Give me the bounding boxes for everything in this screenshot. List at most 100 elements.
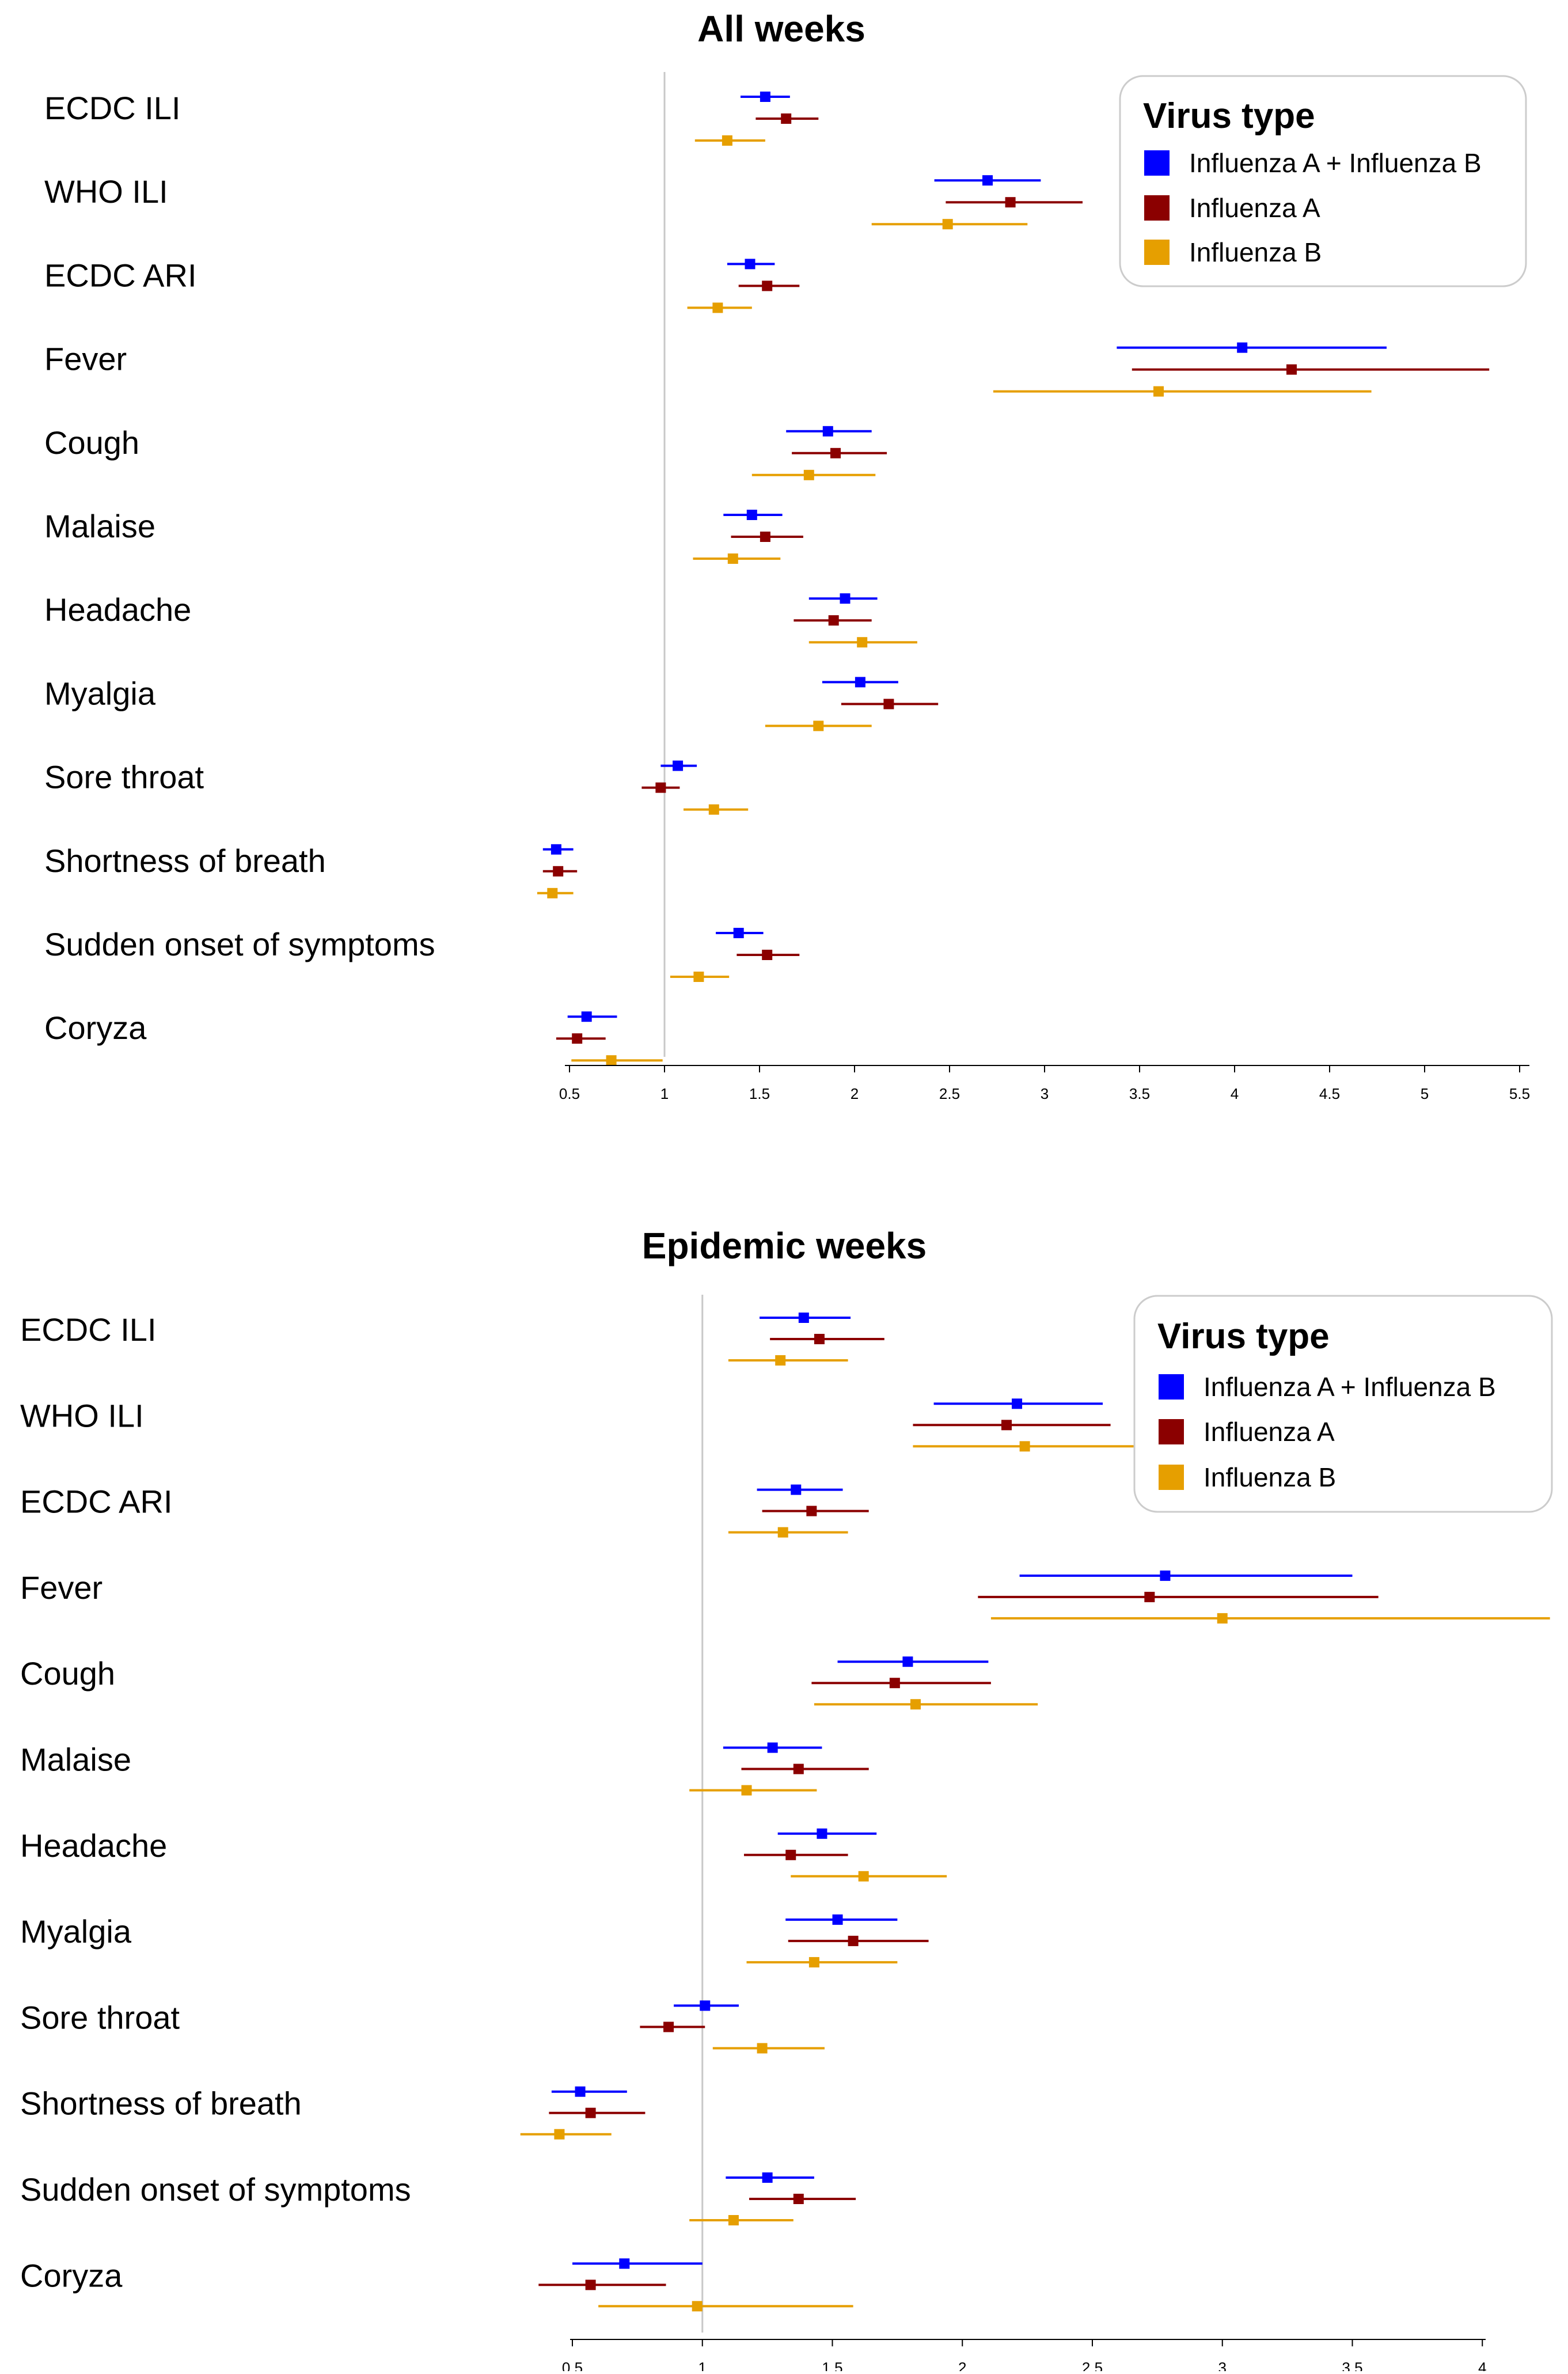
x-tick-label: 2 [851,1085,859,1102]
series-1 [542,92,1387,1022]
category-label: Myalgia [44,675,156,711]
category-label: Shortness of breath [44,843,326,879]
point-estimate [692,2301,703,2312]
point-estimate [1144,1591,1155,1602]
point-estimate [830,448,841,458]
point-estimate [855,677,865,688]
category-label: ECDC ARI [20,1484,173,1520]
legend-entry-label: Influenza B [1203,1462,1336,1492]
x-tick-label: 3.5 [1342,2359,1362,2371]
legend-box [1133,1295,1553,1513]
legend-box [1119,75,1527,287]
series-3 [520,1355,1550,2312]
point-estimate [550,844,561,855]
point-estimate [781,113,792,124]
point-estimate [806,1505,817,1516]
legend-swatch [1159,1374,1184,1400]
point-estimate [745,259,755,270]
category-label: Sore throat [44,759,204,795]
x-tick-label: 3 [1218,2359,1227,2371]
point-estimate [728,2215,739,2225]
point-estimate [1019,1441,1030,1452]
category-label: Cough [20,1655,115,1692]
legend-swatch [1144,150,1170,176]
legend-entry-label: Influenza A + Influenza B [1189,148,1482,178]
legend: Virus type Influenza A + Influenza B Influ… [1119,75,1527,287]
category-label: Sore throat [20,1999,180,2035]
point-estimate [777,1527,788,1538]
point-estimate [1005,197,1016,208]
x-tick-label: 4 [1478,2359,1486,2371]
point-estimate [581,1011,592,1022]
x-tick-label: 4.5 [1319,1085,1340,1102]
point-estimate [673,760,684,771]
category-label: WHO ILI [44,173,168,210]
legend-entry-label: Influenza A + Influenza B [1203,1372,1496,1402]
point-estimate [822,426,833,437]
point-estimate [857,637,868,648]
chart-panel-2: Epidemic weeks ECDC ILI WHO ILI ECDC ARI Fev… [20,1225,1553,2374]
point-estimate [1286,364,1297,375]
point-estimate [663,2022,674,2032]
legend-swatch [1159,1465,1184,1490]
point-estimate [760,92,770,102]
point-estimate [547,888,558,898]
category-label: Myalgia [20,1913,132,1950]
x-tick-label: 4 [1231,1085,1239,1102]
x-tick-label: 1.5 [749,1085,770,1102]
point-estimate [910,1699,921,1710]
point-estimate [1217,1613,1228,1624]
legend: Virus type Influenza A + Influenza B Influ… [1133,1295,1553,1513]
category-label: Headache [44,591,191,628]
point-estimate [722,135,732,146]
point-estimate [791,1484,802,1495]
category-label: Shortness of breath [20,2085,302,2122]
category-label: WHO ILI [20,1397,144,1433]
x-tick-label: 2 [958,2359,966,2371]
category-label: Sudden onset of symptoms [20,2171,411,2208]
series-3 [537,135,1372,1066]
point-estimate [767,1742,778,1753]
category-label: ECDC ILI [20,1311,157,1348]
point-estimate [775,1355,786,1366]
point-estimate [848,1936,859,1947]
x-tick-label: 0.5 [562,2359,583,2371]
point-estimate [606,1055,617,1066]
category-label: Coryza [44,1010,147,1046]
point-estimate [982,175,993,186]
category-label: Headache [20,1827,167,1864]
legend-title: Virus type [1143,96,1315,136]
point-estimate [619,2258,630,2269]
point-estimate [760,532,770,542]
legend-title: Virus type [1157,1317,1330,1356]
x-tick-label: 1 [660,1085,669,1102]
point-estimate [798,1313,809,1323]
category-label: ECDC ARI [44,257,197,293]
point-estimate [902,1656,913,1667]
point-estimate [803,469,814,480]
point-estimate [1160,1570,1171,1581]
x-tick-label: 3 [1041,1085,1049,1102]
x-tick-label: 2.5 [1082,2359,1103,2371]
point-estimate [746,510,757,520]
point-estimate [832,1914,843,1925]
point-estimate [840,593,851,604]
point-estimate [554,2129,565,2140]
series-2 [542,113,1490,1044]
point-estimate [858,1871,869,1882]
point-estimate [585,2107,596,2118]
point-estimate [575,2086,586,2097]
point-estimate [793,1764,804,1774]
point-estimate [1153,386,1164,397]
point-estimate [693,972,704,982]
point-estimate [814,1334,825,1344]
point-estimate [828,615,839,626]
point-estimate [762,2172,773,2183]
point-estimate [553,866,564,877]
series-1 [551,1313,1353,2269]
x-tick-label: 0.5 [559,1085,580,1102]
category-label: Fever [20,1569,102,1606]
point-estimate [741,1785,752,1796]
